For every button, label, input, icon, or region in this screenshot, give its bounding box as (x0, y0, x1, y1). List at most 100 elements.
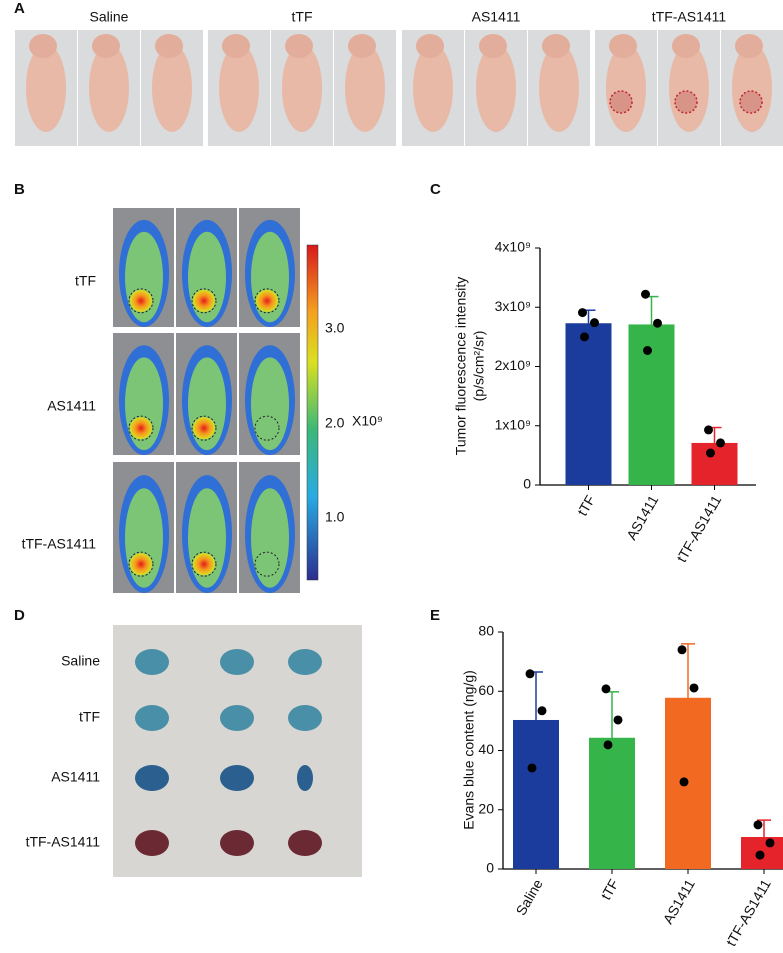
data-point (689, 683, 699, 693)
mouse (89, 44, 129, 132)
mouse-head (672, 34, 700, 58)
data-point (704, 425, 713, 435)
tumor-mark (128, 415, 154, 441)
data-point (603, 740, 613, 750)
tumor (220, 830, 254, 856)
tumor (220, 649, 254, 675)
mouse (282, 44, 322, 132)
mouse-head (479, 34, 507, 58)
mouse (152, 44, 192, 132)
tumor (135, 830, 169, 856)
mouse-head (92, 34, 120, 58)
data-point (527, 763, 537, 773)
data-point (653, 318, 662, 328)
group-label: AS1411 (472, 9, 521, 25)
row-label: tTF (75, 273, 96, 289)
x-tick-label: tTF (574, 492, 598, 518)
tumor (288, 830, 322, 856)
data-point (537, 706, 547, 716)
tumor (135, 705, 169, 731)
signal (130, 553, 152, 576)
x-tick-label: tTF-AS1411 (673, 492, 724, 565)
body-green (251, 357, 289, 451)
tumor-mark (254, 288, 280, 314)
data-point (677, 645, 687, 655)
mouse (345, 44, 385, 132)
y-axis-label: Evans blue content (ng/g) (461, 670, 477, 830)
mouse-head (609, 34, 637, 58)
tumor-mark (674, 90, 698, 114)
data-point (578, 308, 587, 318)
signal (193, 289, 215, 312)
mouse (413, 44, 453, 132)
mouse-head (222, 34, 250, 58)
x-tick-label: tTF (597, 876, 621, 902)
data-point (601, 684, 611, 694)
y-tick-label: 1x10⁹ (495, 416, 531, 432)
data-point (580, 332, 589, 342)
mouse-head (29, 34, 57, 58)
mouse-head (416, 34, 444, 58)
tumor (288, 649, 322, 675)
row-label: tTF-AS1411 (22, 536, 97, 552)
y-tick-label: 20 (478, 800, 494, 816)
colorbar-tick: 3.0 (325, 320, 345, 336)
y-tick-label: 80 (478, 623, 494, 639)
x-tick-label: tTF-AS1411 (723, 876, 774, 949)
signal (193, 553, 215, 576)
mouse (732, 44, 772, 132)
tumor-mark (191, 288, 217, 314)
mouse-head (155, 34, 183, 58)
y-tick-label: 3x10⁹ (495, 298, 531, 314)
data-point (590, 318, 599, 328)
y-tick-label: 40 (478, 741, 494, 757)
data-point (643, 346, 652, 356)
y-tick-label: 60 (478, 682, 494, 698)
signal (256, 289, 278, 312)
tumor (220, 705, 254, 731)
x-tick-label: AS1411 (623, 492, 661, 542)
panel-label: C (430, 181, 441, 198)
mouse-head (735, 34, 763, 58)
colorbar-tick: 1.0 (325, 509, 345, 525)
tumor-mark (128, 551, 154, 577)
tumor-mark (739, 90, 763, 114)
tumor-mark (254, 415, 280, 441)
mouse-head (542, 34, 570, 58)
row-label: Saline (61, 653, 100, 669)
tumor-mark (128, 288, 154, 314)
tumor-mark (609, 90, 633, 114)
tumor (297, 765, 313, 791)
colorbar (306, 244, 319, 581)
data-point (525, 669, 535, 679)
tumor (220, 765, 254, 791)
y-axis-label: Tumor fluorescence intensity (453, 277, 469, 455)
data-point (706, 448, 715, 458)
data-point (641, 289, 650, 299)
data-point (679, 777, 689, 787)
mouse (539, 44, 579, 132)
tumor-mark (254, 551, 280, 577)
data-point (755, 850, 765, 860)
y-tick-label: 2x10⁹ (495, 357, 531, 373)
mouse (26, 44, 66, 132)
tumor-mark (191, 415, 217, 441)
mouse-head (285, 34, 313, 58)
panel-label: A (14, 0, 25, 17)
tumor (135, 649, 169, 675)
mouse (476, 44, 516, 132)
data-point (753, 820, 763, 830)
y-tick-label: 0 (486, 860, 494, 876)
y-axis-label: (p/s/cm²/sr) (471, 331, 487, 402)
data-point (613, 715, 623, 725)
colorbar-tick: 2.0 (325, 415, 345, 431)
mouse (219, 44, 259, 132)
signal (130, 289, 152, 312)
panel-label: E (430, 607, 440, 624)
panel-label: B (14, 181, 25, 198)
body-green (251, 488, 289, 588)
y-tick-label: 0 (523, 476, 531, 492)
tumor-mark (191, 551, 217, 577)
tumor (288, 705, 322, 731)
